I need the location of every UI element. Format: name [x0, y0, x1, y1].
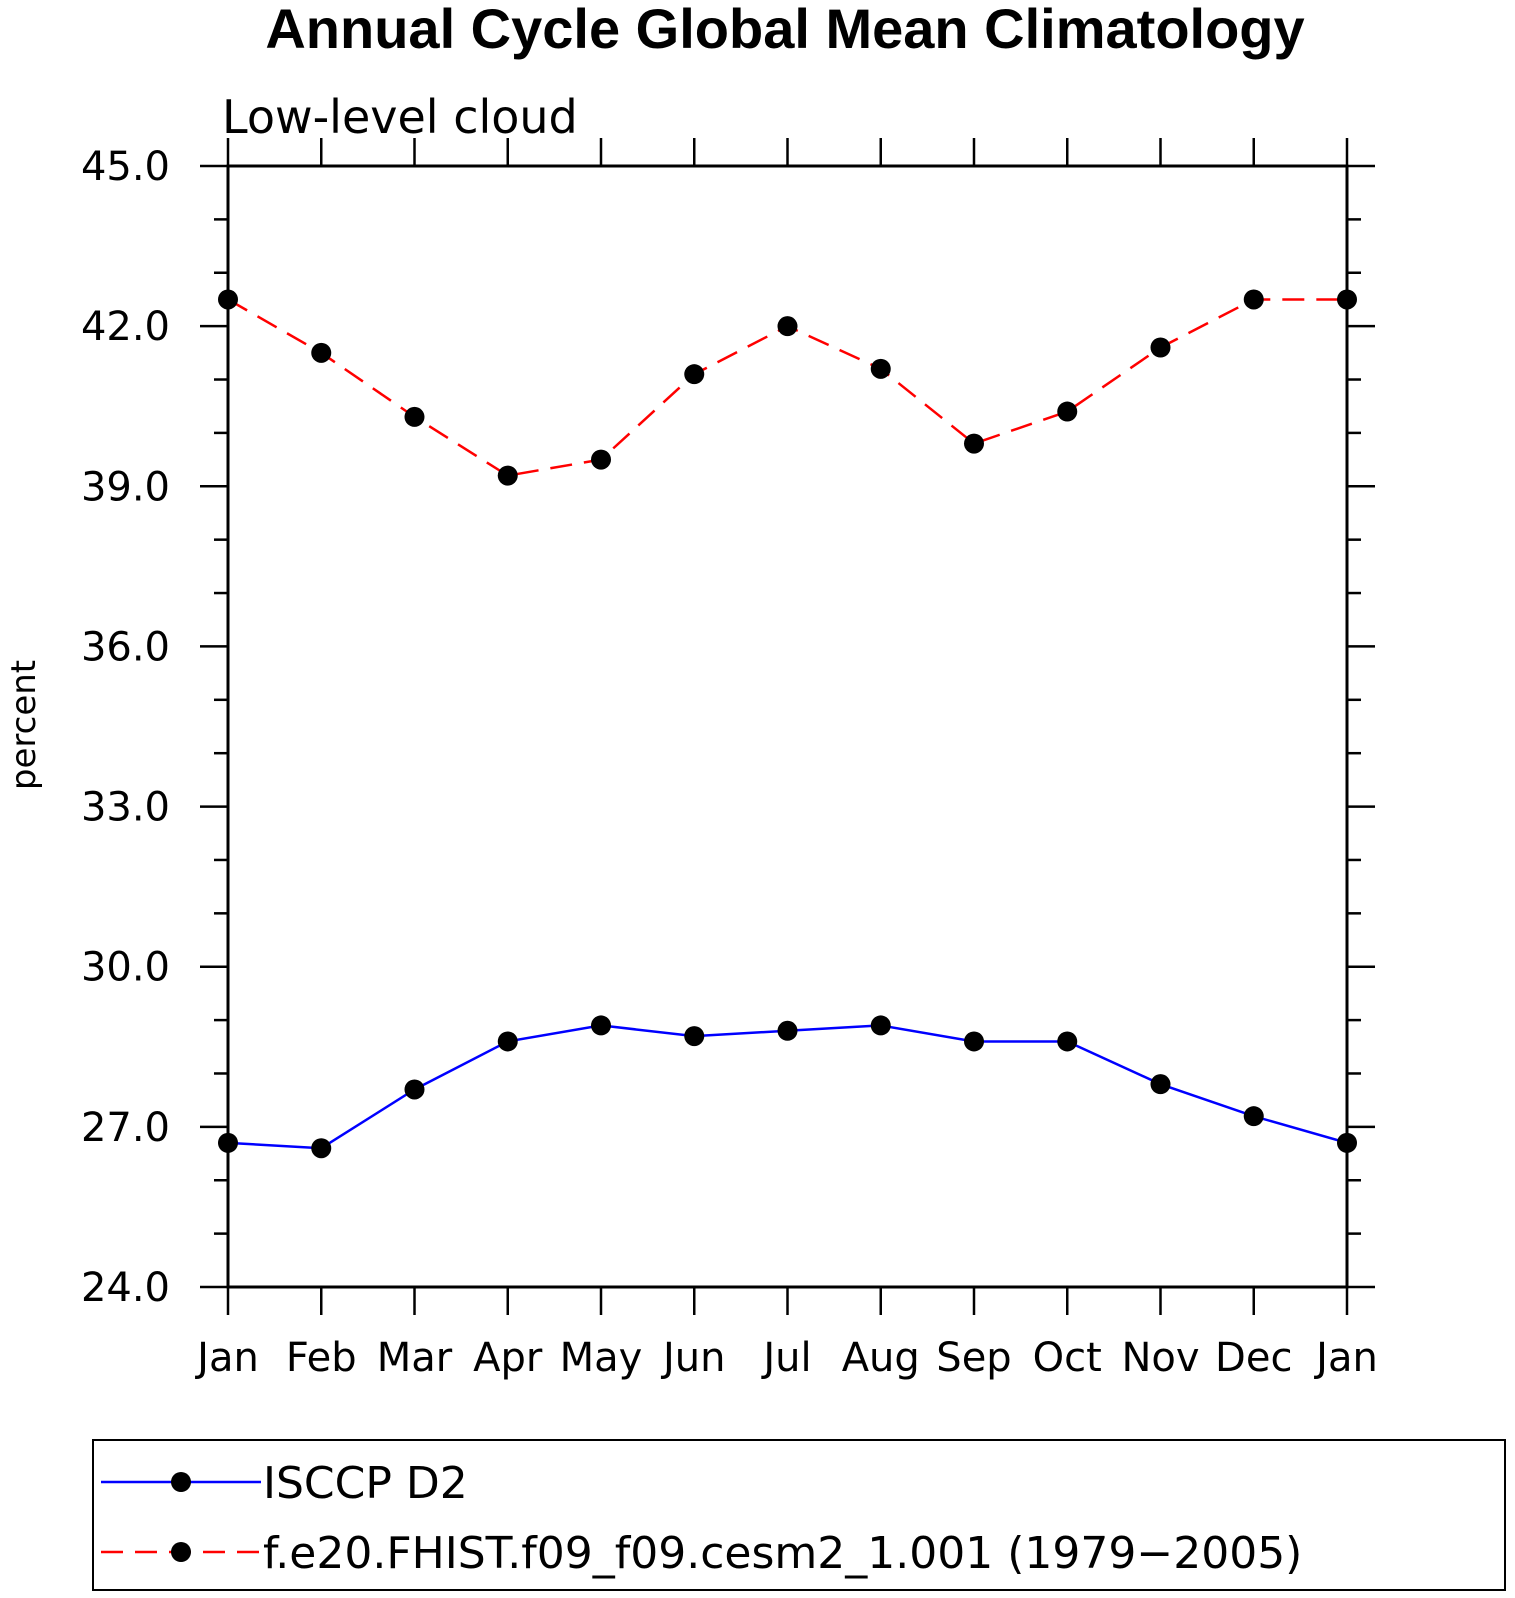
series-line-0 [227, 1024, 1348, 1150]
y-tick-label: 27.0 [81, 1105, 170, 1151]
series-1-point [777, 316, 798, 337]
x-tick-label: Jul [760, 1335, 811, 1381]
y-tick-label: 45.0 [81, 144, 170, 190]
legend-box [92, 1439, 1506, 1591]
series-0-point [1243, 1106, 1264, 1127]
legend-label-1: f.e20.FHIST.f09_f09.cesm2_1.001 (1979−20… [263, 1528, 1302, 1579]
series-0-point [311, 1138, 332, 1159]
series-1-point [404, 406, 425, 427]
x-tick-label: Nov [1121, 1335, 1199, 1381]
legend-marker-0 [171, 1472, 191, 1492]
legend: ISCCP D2 f.e20.FHIST.f09_f09.cesm2_1.001 … [92, 1439, 1506, 1591]
x-tick-label: Sep [936, 1335, 1011, 1381]
series-1-point [1243, 289, 1264, 310]
series-0-point [1057, 1031, 1078, 1052]
series-0-point [1150, 1074, 1171, 1095]
series-1-point [591, 449, 611, 470]
x-tick-label: Aug [842, 1335, 920, 1381]
series-1-point [1150, 337, 1171, 358]
chart-title: Annual Cycle Global Mean Climatology [265, 0, 1304, 60]
series-1-point [684, 364, 705, 385]
y-tick-label: 33.0 [81, 785, 170, 831]
series-0-point [591, 1015, 611, 1036]
series-1-point [964, 433, 984, 454]
series-0-point [870, 1015, 891, 1036]
x-tick-label: Apr [473, 1335, 543, 1381]
x-tick-label: Jan [1313, 1335, 1378, 1381]
series-0-point [777, 1020, 798, 1041]
series-1-point [497, 465, 518, 486]
legend-marker-1 [171, 1542, 191, 1562]
series-1-point [311, 342, 332, 363]
y-tick-label: 42.0 [81, 304, 170, 350]
series-0-point [404, 1079, 425, 1100]
x-tick-label: Jan [194, 1335, 259, 1381]
x-tick-label: Mar [377, 1335, 453, 1381]
series-0-point [684, 1026, 705, 1047]
series-0-point [218, 1132, 238, 1153]
series-0-point [964, 1031, 984, 1052]
legend-label-0: ISCCP D2 [263, 1458, 468, 1509]
series-1-point [870, 358, 891, 379]
series-1-point [1057, 401, 1078, 422]
plot-area: 24.0 27.0 30.0 33.0 36.0 39.0 42.0 45.0 Jan Feb Ma… [81, 138, 1378, 1381]
y-axis-label: percent [4, 660, 44, 790]
y-tick-label: 36.0 [81, 624, 170, 670]
x-tick-label: Dec [1215, 1335, 1292, 1381]
y-tick-label: 30.0 [81, 945, 170, 991]
series-0-point [1337, 1132, 1357, 1153]
x-tick-label: Feb [286, 1335, 357, 1381]
y-tick-label: 24.0 [81, 1265, 170, 1311]
x-tick-label: Jun [660, 1335, 726, 1381]
series-0-point [497, 1031, 518, 1052]
x-tick-label: Oct [1033, 1335, 1102, 1381]
y-tick-label: 39.0 [81, 464, 170, 510]
x-tick-label: May [560, 1335, 643, 1381]
series-1-point [218, 289, 238, 310]
chart-subtitle: Low-level cloud [222, 90, 578, 144]
series-1-point [1337, 289, 1357, 310]
